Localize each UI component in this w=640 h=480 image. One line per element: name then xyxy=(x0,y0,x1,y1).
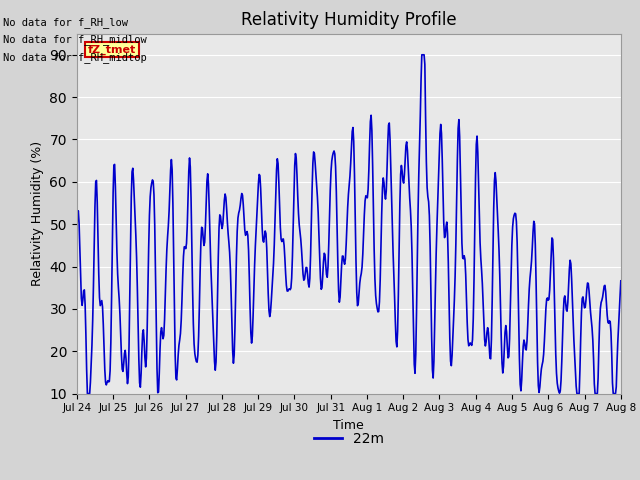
Title: Relativity Humidity Profile: Relativity Humidity Profile xyxy=(241,11,456,29)
Text: No data for f_RH_midtop: No data for f_RH_midtop xyxy=(3,52,147,63)
X-axis label: Time: Time xyxy=(333,419,364,432)
Legend: 22m: 22m xyxy=(308,426,389,452)
Y-axis label: Relativity Humidity (%): Relativity Humidity (%) xyxy=(31,141,44,286)
Text: No data for f_RH_midlow: No data for f_RH_midlow xyxy=(3,35,147,46)
Text: No data for f_RH_low: No data for f_RH_low xyxy=(3,17,128,28)
Text: fZ_tmet: fZ_tmet xyxy=(88,44,136,55)
